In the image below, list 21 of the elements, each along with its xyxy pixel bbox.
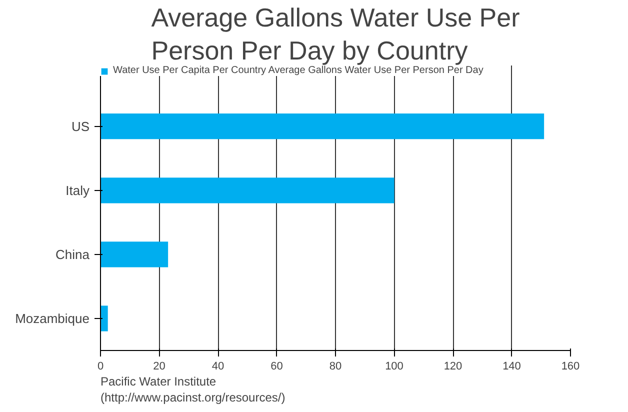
x-tick-label: 20 — [153, 360, 166, 372]
text: (http://www.pacinst.org/resources/) — [100, 390, 286, 404]
bar — [100, 114, 544, 140]
x-tick-label: 140 — [502, 360, 521, 372]
x-tick-label: 0 — [97, 360, 104, 372]
x-tick-label: 120 — [444, 360, 462, 372]
x-tick-label: 160 — [561, 360, 580, 372]
x-tick-label: 60 — [270, 360, 283, 372]
y-tick-label: Mozambique — [15, 310, 90, 326]
bar — [100, 178, 394, 204]
legend-label: Water Use Per Capita Per Country Average Gallons Water Use Per Person Per Day — [113, 65, 484, 76]
y-tick-label: Italy — [66, 182, 90, 198]
bar — [100, 306, 108, 332]
x-tick-label: 80 — [329, 360, 342, 372]
bar — [100, 242, 168, 268]
text: Pacific Water Institute — [100, 374, 216, 388]
y-tick-label: US — [71, 118, 90, 134]
y-tick-label: China — [56, 246, 90, 262]
chart-title: Average Gallons Water Use Per Person Per Day by Country — [151, 2, 520, 66]
x-tick-label: 100 — [385, 360, 404, 372]
x-tick-label: 40 — [212, 360, 224, 372]
